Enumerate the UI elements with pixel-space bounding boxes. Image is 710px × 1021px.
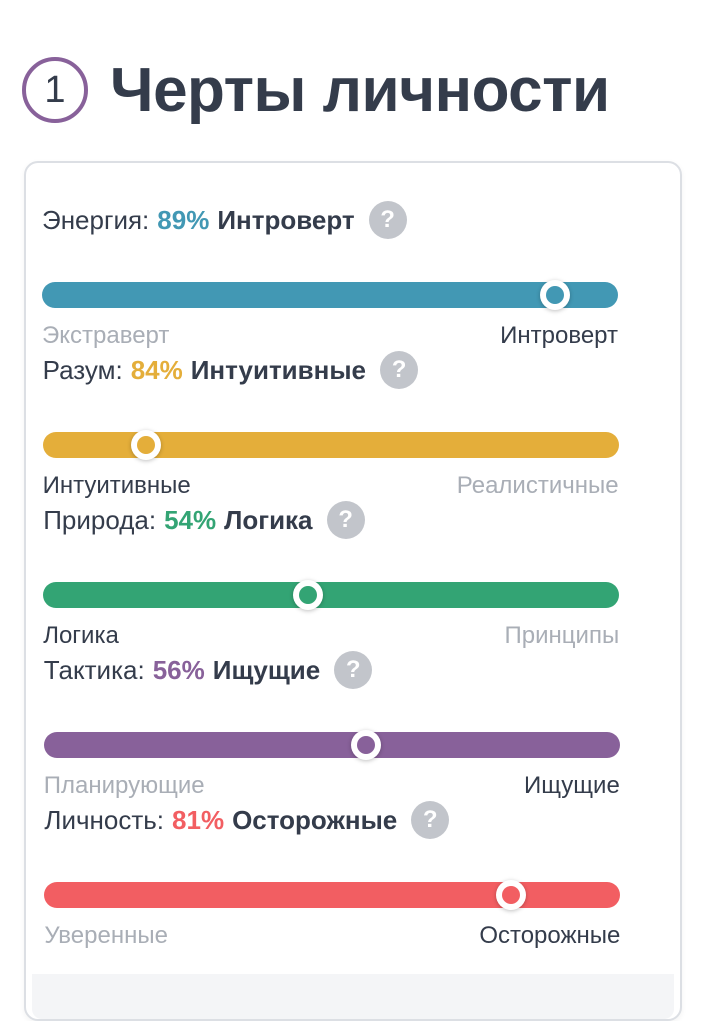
trait-result: Ищущие [212,654,321,685]
knob-dot [357,736,376,754]
trait-name: Личность: [44,804,165,835]
knob-dot [299,586,318,604]
card-footer [32,974,674,1019]
trait-row: Энергия: 89% Интроверт? Экстраверт Интроверт [42,200,618,349]
knob-dot [137,436,156,454]
trait-row: Личность: 81% Осторожные? Уверенные Осторожн… [44,800,621,949]
trait-left-label: Планирующие [43,772,205,799]
trait-percent: 56% [152,654,205,685]
trait-slider-knob[interactable] [293,580,324,610]
trait-heading: Личность: 81% Осторожные? [44,800,450,840]
help-icon[interactable]: ? [380,351,419,389]
page-title: Черты личности [110,55,610,125]
trait-slider-knob[interactable] [495,880,526,910]
trait-slider-track [43,730,620,760]
trait-percent: 54% [164,504,217,535]
trait-right-label: Реалистичные [456,472,619,499]
trait-left-label: Интуитивные [42,472,191,499]
step-number-badge: 1 [22,57,88,123]
help-icon[interactable]: ? [368,201,407,239]
knob-dot [545,286,564,304]
trait-name: Природа: [43,504,157,535]
knob-dot [501,886,520,904]
trait-name: Разум: [42,354,123,385]
trait-slider-knob[interactable] [131,430,162,460]
trait-row: Разум: 84% Интуитивные? Интуитивные Реалисти… [42,350,619,499]
trait-right-label: Интроверт [500,322,618,349]
trait-heading: Природа: 54% Логика? [43,500,365,540]
trait-slider-track [42,280,618,310]
help-icon[interactable]: ? [411,801,450,839]
trait-slider-track [42,430,619,460]
help-icon[interactable]: ? [334,651,373,689]
trait-left-label: Уверенные [44,922,168,949]
trait-slider-knob[interactable] [539,280,570,310]
trait-row: Природа: 54% Логика? Логика Принципы [43,500,620,649]
trait-slider-knob[interactable] [351,730,382,760]
trait-right-label: Принципы [504,622,620,649]
trait-result: Логика [224,504,313,535]
trait-result: Интуитивные [190,354,367,385]
trait-heading: Тактика: 56% Ищущие? [43,650,373,690]
trait-name: Энергия: [42,204,150,235]
trait-result: Интроверт [217,204,355,235]
trait-row: Тактика: 56% Ищущие? Планирующие Ищущие [43,650,620,799]
help-icon[interactable]: ? [326,501,365,539]
trait-name: Тактика: [43,654,145,685]
section-header: 1 Черты личности [22,52,610,128]
trait-right-label: Осторожные [479,922,621,949]
trait-left-label: Экстраверт [42,322,170,349]
trait-left-label: Логика [43,622,119,649]
trait-heading: Энергия: 89% Интроверт? [42,200,407,240]
trait-result: Осторожные [232,804,398,835]
trait-heading: Разум: 84% Интуитивные? [42,350,419,390]
trait-percent: 84% [130,354,183,385]
trait-percent: 81% [172,804,225,835]
trait-slider-track [44,880,621,910]
trait-right-label: Ищущие [524,772,620,799]
trait-slider-track [43,580,620,610]
trait-percent: 89% [157,204,210,235]
